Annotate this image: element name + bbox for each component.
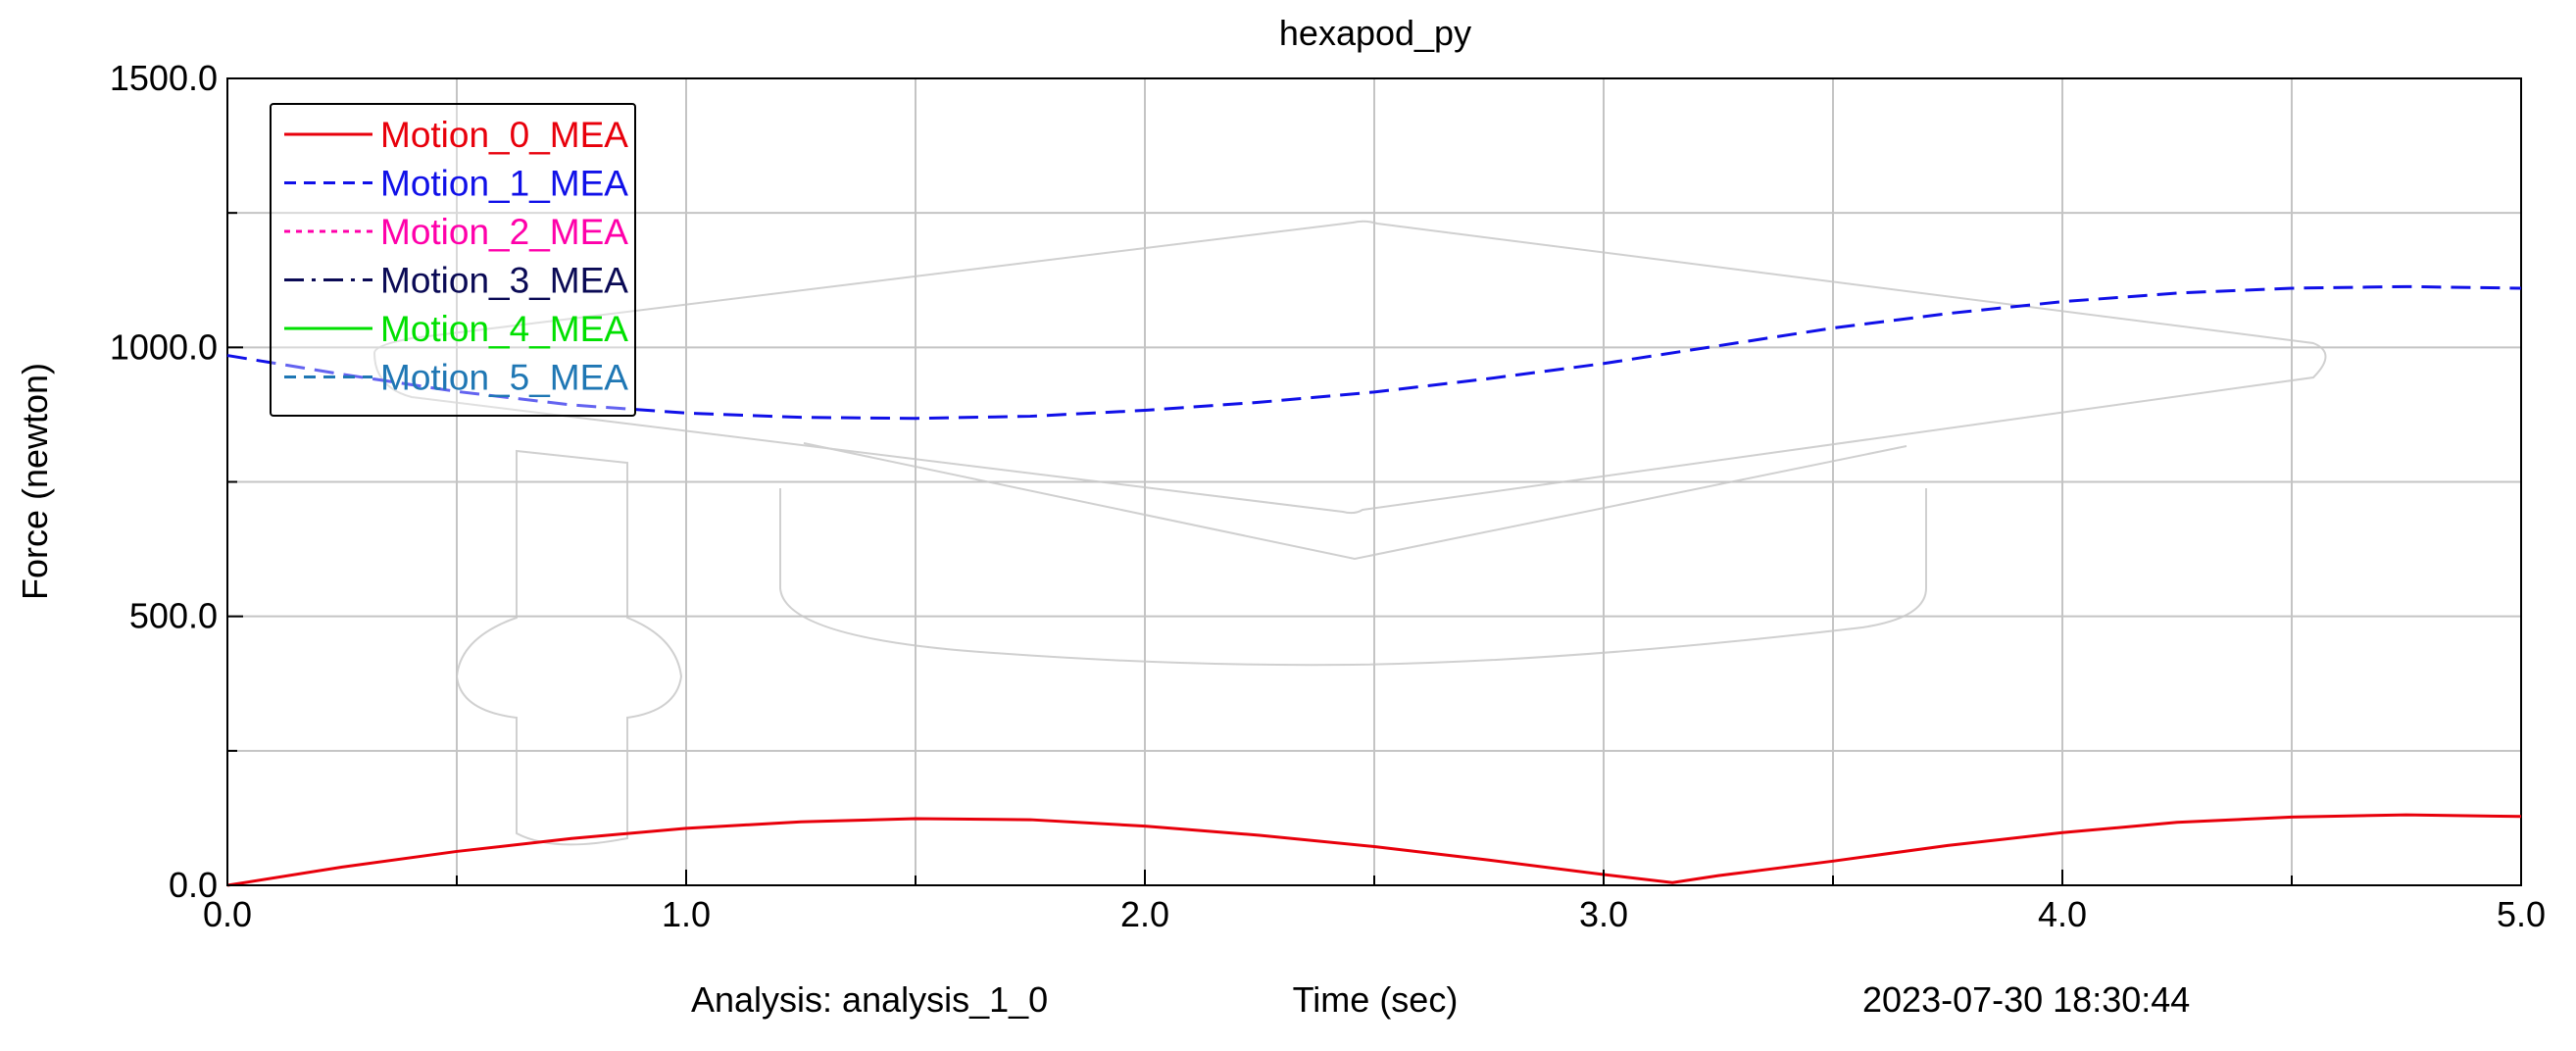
x-tick-label: 3.0 — [1579, 894, 1628, 934]
legend-label-2: Motion_2_MEA — [380, 212, 628, 252]
x-tick-label: 1.0 — [662, 894, 711, 934]
timestamp-label: 2023-07-30 18:30:44 — [1862, 979, 2190, 1020]
y-axis: 0.0 500.0 1000.0 1500.0 — [110, 58, 243, 905]
legend-label-4: Motion_4_MEA — [380, 309, 628, 349]
legend-label-1: Motion_1_MEA — [380, 164, 628, 204]
graduation-cap-watermark-icon — [372, 220, 2327, 846]
x-tick-label: 2.0 — [1120, 894, 1169, 934]
y-tick-label: 500.0 — [129, 596, 218, 636]
series-layer — [226, 284, 2522, 887]
x-tick-label: 4.0 — [2038, 894, 2087, 934]
y-tick-label: 1000.0 — [110, 326, 218, 367]
chart-title: hexapod_py — [1279, 13, 1471, 53]
y-axis-label: Force (newton) — [15, 363, 55, 600]
x-tick-label: 0.0 — [203, 894, 252, 934]
x-tick-label: 5.0 — [2497, 894, 2546, 934]
legend-label-3: Motion_3_MEA — [380, 261, 628, 301]
legend-label-5: Motion_5_MEA — [380, 358, 628, 398]
y-tick-label: 0.0 — [169, 865, 218, 905]
x-axis: 0.0 1.0 2.0 3.0 4.0 5.0 — [203, 870, 2546, 934]
x-axis-label: Time (sec) — [1293, 979, 1459, 1020]
grid — [227, 78, 2521, 885]
legend: Motion_0_MEA Motion_1_MEA Motion_2_MEA Moti… — [270, 103, 636, 417]
series-line-0 — [226, 813, 2522, 887]
analysis-label: Analysis: analysis_1_0 — [691, 979, 1048, 1020]
series-line-1 — [226, 284, 2522, 421]
y-tick-label: 1500.0 — [110, 58, 218, 98]
legend-label-0: Motion_0_MEA — [380, 115, 628, 155]
legend-box — [270, 103, 636, 417]
